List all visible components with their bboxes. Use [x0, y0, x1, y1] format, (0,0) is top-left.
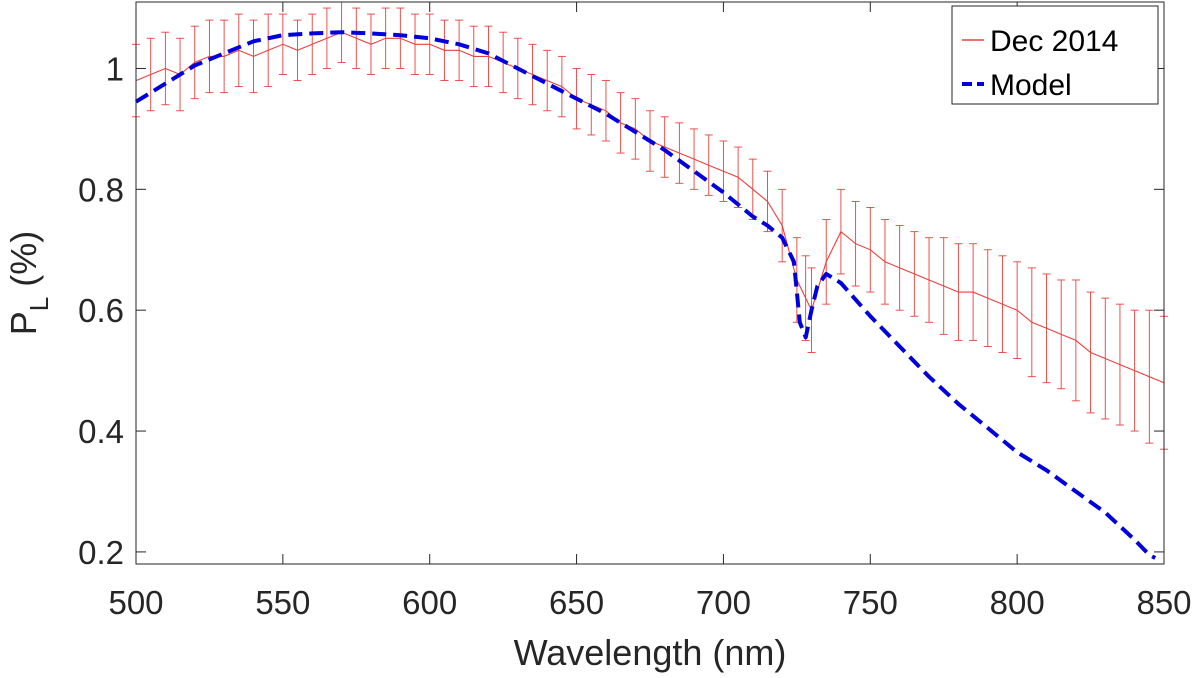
x-tick-label: 500	[108, 584, 163, 621]
y-tick-label: 1	[106, 50, 124, 87]
x-tick-label: 600	[402, 584, 457, 621]
x-tick-labels: 500 550 600 650 700 750 800 850	[108, 584, 1191, 621]
legend: Dec 2014 Model	[951, 5, 1159, 105]
y-tick-label: 0.8	[78, 171, 124, 208]
x-tick-label: 700	[696, 584, 751, 621]
plot-frame	[135, 1, 1165, 565]
x-tick-label: 850	[1136, 584, 1191, 621]
y-tick-label: 0.4	[78, 413, 124, 450]
x-tick-label: 800	[990, 584, 1045, 621]
x-tick-label: 550	[255, 584, 310, 621]
x-tick-label: 750	[843, 584, 898, 621]
y-axis-label-main: P	[3, 311, 44, 335]
legend-label-data: Dec 2014	[990, 25, 1118, 58]
legend-box	[951, 5, 1159, 105]
y-axis-label-unit: (%)	[3, 231, 44, 297]
x-axis-label: Wavelength (nm)	[514, 632, 787, 673]
series-line-dec-2014	[135, 31, 1165, 384]
legend-label-model: Model	[990, 69, 1072, 102]
y-tick-label: 0.6	[78, 292, 124, 329]
y-axis-label: PL (%)	[3, 231, 54, 335]
series-line-model	[134, 30, 1157, 560]
y-axis-label-subscript: L	[24, 297, 54, 311]
series-lines	[134, 30, 1165, 560]
svg-text:PL (%): PL (%)	[3, 231, 54, 335]
y-tick-label: 0.2	[78, 534, 124, 571]
y-tick-labels: 0.2 0.4 0.6 0.8 1	[78, 50, 124, 570]
x-tick-label: 650	[549, 584, 604, 621]
